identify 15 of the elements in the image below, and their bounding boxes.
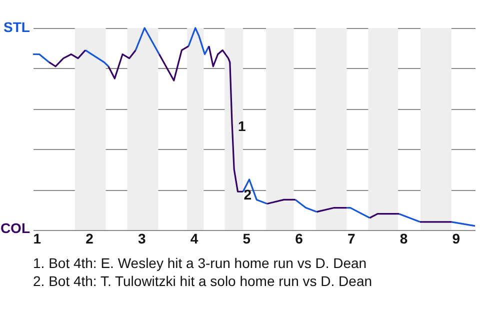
annotation: 1	[238, 118, 246, 134]
x-tick-label: 7	[347, 230, 356, 246]
text: COL	[0, 220, 30, 236]
annotation: 2	[244, 186, 252, 203]
text: STL	[4, 19, 30, 35]
x-tick-label: 4	[190, 230, 198, 246]
x-tick-label: 8	[400, 230, 408, 246]
x-tick-label: 2	[86, 230, 94, 246]
text: 2. Bot 4th: T. Tulowitzki hit a solo home run vs D. Dean	[33, 272, 374, 290]
x-tick-label: 6	[295, 230, 304, 246]
x-tick-label: 9	[452, 230, 460, 246]
text: 1. Bot 4th: E. Wesley hit a 3-run home run vs D. Dean	[33, 254, 368, 272]
x-tick-label: 5	[242, 230, 251, 246]
x-tick-label: 1	[33, 230, 42, 246]
x-tick-label: 3	[138, 230, 146, 246]
